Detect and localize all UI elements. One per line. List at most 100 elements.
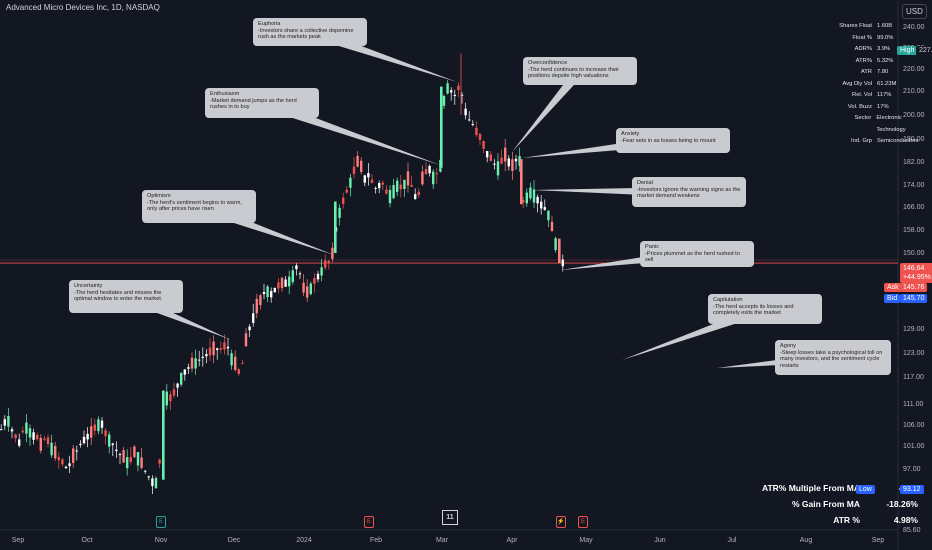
candle-body [360,160,363,172]
candle-body [518,156,521,166]
annotation-overconfidence[interactable]: Overconfidence -The herd continues to in… [523,57,637,85]
summary-value: -18.26% [886,499,918,509]
lightning-icon[interactable]: ⚡ [556,516,566,528]
stats-value: 99.0% [877,34,894,41]
candle-body [180,372,183,385]
stats-value: Electronic Technology [876,115,906,133]
candle-body [435,173,438,175]
candle-body [201,356,204,358]
candle-body [190,357,194,369]
stats-key: ATR% [855,57,872,64]
breakdown-candle [520,159,523,205]
annotation-denial[interactable]: Denial -Investors ignore the warning sig… [632,177,746,207]
time-label: Feb [370,537,382,544]
time-label: Mar [436,537,449,544]
candle-body [306,286,309,298]
time-label: Oct [82,537,93,544]
price-tick-label: 111.00 [903,401,923,408]
candle-body [316,273,320,280]
candle-body [414,194,417,200]
candle-body [194,358,197,369]
candle-body [522,200,525,203]
candle-body [342,197,345,204]
summary-key: ATR% Multiple From MA [761,483,860,493]
candle-body [561,259,564,267]
candle-body [500,157,503,164]
candle-body [464,108,467,116]
price-tick-label: 150.00 [903,250,925,257]
stats-row: Ind. Grp Semiconductors [810,136,932,148]
currency-button[interactable]: USD [902,4,927,19]
candle-body [36,434,39,440]
candle-body [111,443,114,445]
annotation-anxiety[interactable]: Anxiety -Fear sets in as losses being to… [616,128,730,153]
candle-body [396,180,399,192]
stats-value: 1.60B [877,23,893,29]
candle-body [273,287,276,293]
earnings-icon[interactable]: E [364,516,374,528]
candle-body [100,420,104,428]
candle-body [486,150,489,158]
candle-body [93,424,96,431]
candle-body [352,166,356,174]
earnings-icon[interactable]: E [578,516,588,528]
stats-value: 61.23M [877,80,897,87]
candle-body [234,356,237,370]
candle-body [514,158,518,162]
stats-key: Avg Dly Vol [842,80,872,87]
annotation-panic[interactable]: Panic -Prices plummet as the herd rushed… [640,241,754,267]
candle-body [547,210,550,221]
candle-body [144,470,147,472]
tradingview-logo[interactable]: 11 [442,510,458,525]
candle-body [280,277,284,289]
candle-body [410,184,413,187]
candle-body [417,191,420,196]
annotation-agony[interactable]: Agony -Steep losses take a psychological… [775,340,891,375]
candle-body [108,434,111,447]
annotation-euphoria[interactable]: Euphoria -Investors share a collective d… [253,18,367,46]
candle-body [90,426,93,438]
candle-body [169,394,172,402]
time-label: Sep [872,537,885,544]
annotation-enthusiasm[interactable]: Enthusiasm -Market demand jumps as the h… [205,88,319,118]
candle-body [259,295,262,306]
price-tick-label: 117.00 [903,374,924,381]
candle-body [61,459,64,465]
annotation-optimism[interactable]: Optimism -The herd's sentiment begins to… [142,190,256,223]
candle-body [39,437,42,451]
stats-row: ATR% 5.32% [810,56,932,68]
candle-body [367,173,370,178]
candle-body [244,333,248,347]
stats-value: 17% [877,103,889,110]
candle-body [216,348,219,351]
annotation-capitulation[interactable]: Capitulation -The herd accepts its losse… [708,294,822,324]
candle-body [140,457,143,468]
low-tag-value: 93.12 [900,485,924,494]
candle-body [118,454,122,456]
summary-row: % Gain From MA -18.26% [760,496,918,512]
candle-body [133,446,136,458]
candle-body [50,442,53,456]
price-tick-label: 200.00 [903,112,925,119]
candle-body [536,196,539,204]
candle-body [28,428,32,438]
candle-body [248,326,251,331]
candle-body [381,182,384,185]
candle-body [136,452,140,466]
stats-value: Semiconductors [877,138,919,144]
price-tick-label: 97.00 [903,466,921,473]
candle-body [223,342,226,350]
stats-key: Float % [852,34,872,41]
candle-body [212,341,215,356]
candle-body [46,437,50,444]
price-tick-label: 158.00 [903,227,925,234]
candle-body [21,430,24,433]
candle-body [331,247,334,260]
candle-body [86,433,89,440]
candle-body [75,450,78,452]
annotation-uncertainty[interactable]: Uncertainty -The herd hesitates and miss… [69,280,183,313]
earnings-icon[interactable]: E [156,516,166,528]
candle-body [475,127,478,136]
